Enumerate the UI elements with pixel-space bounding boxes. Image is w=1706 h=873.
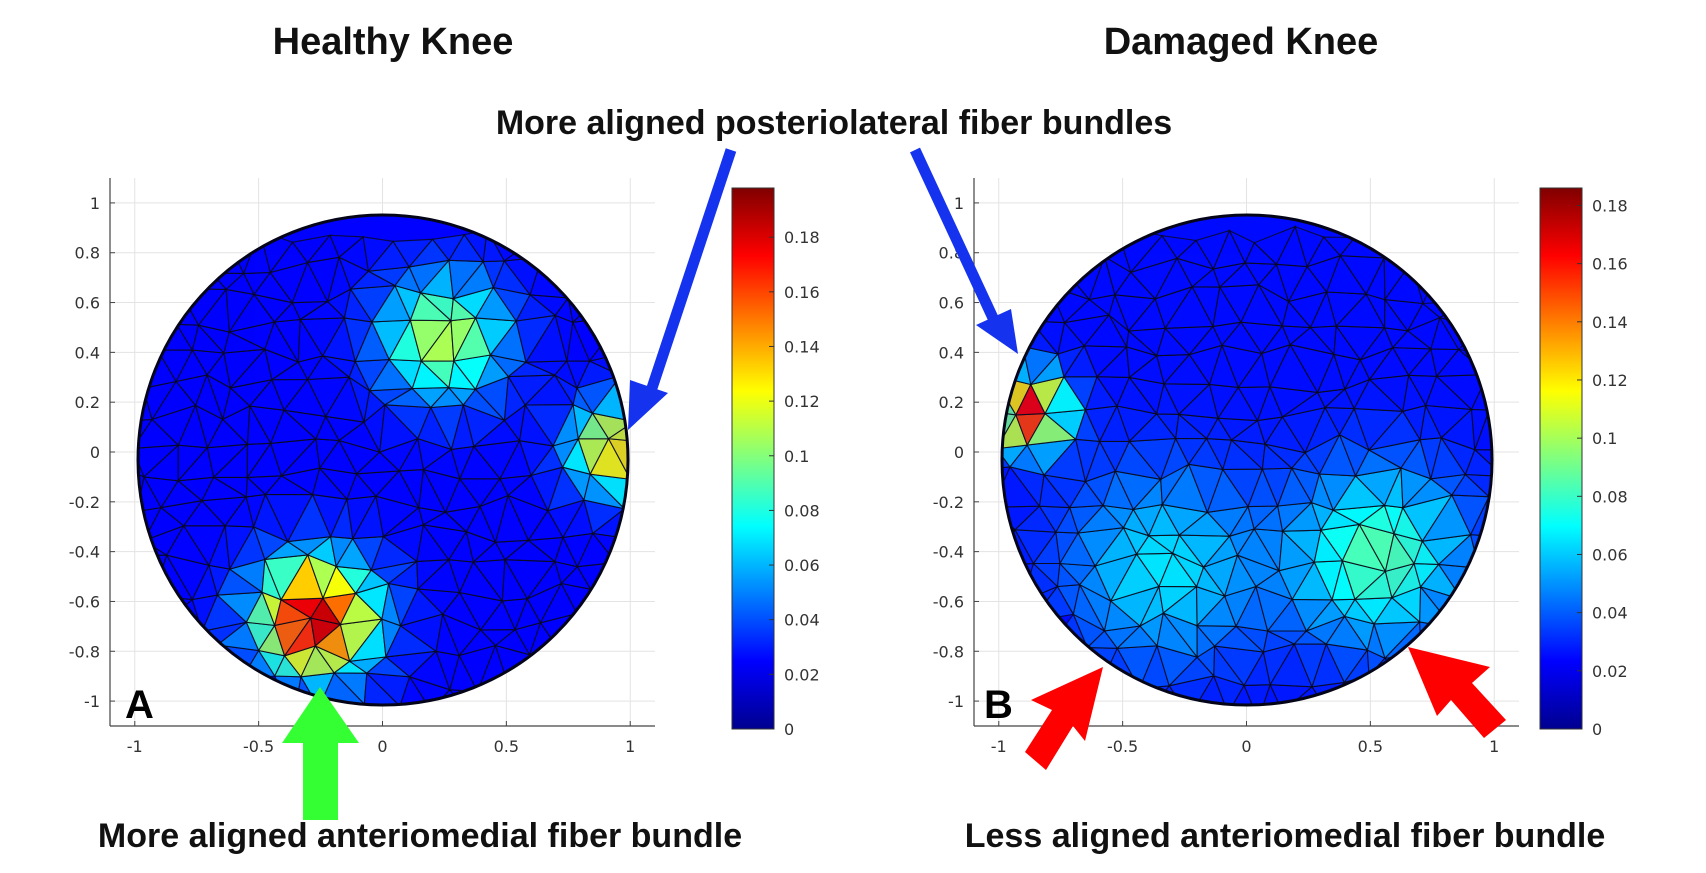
annotation-posteriolateral: More aligned posteriolateral fiber bundl… bbox=[496, 104, 1172, 142]
title-damaged-knee: Damaged Knee bbox=[1104, 21, 1379, 63]
arrow-posteriolateral-healthy bbox=[628, 148, 737, 430]
title-healthy-knee: Healthy Knee bbox=[273, 21, 514, 63]
colorbar-tick-label: 0.1 bbox=[1592, 429, 1617, 448]
sphere-outline bbox=[1000, 213, 1494, 707]
x-tick-label: -1 bbox=[127, 737, 143, 756]
y-tick-label: 0 bbox=[954, 443, 964, 462]
colorbar-tick-label: 0.04 bbox=[784, 611, 820, 630]
mesh-triangle bbox=[1002, 529, 1016, 567]
colorbar-tick-label: 0 bbox=[784, 720, 794, 739]
colorbar-tick-label: 0.14 bbox=[1592, 313, 1628, 332]
panel-damaged-knee: -1 -0.5 0 0.5 110.80.60.40.20-0.2-0.4-0.6-0.… bbox=[933, 178, 1628, 756]
annotation-healthy-anteriomedial: More aligned anteriomedial fiber bundle bbox=[98, 817, 742, 855]
mesh-triangle bbox=[141, 554, 168, 598]
colorbar: 0 0.02 0.04 0.06 0.08 0.1 0.12 0.14 0.16 0.18 bbox=[1539, 187, 1628, 739]
y-tick-label: -0.6 bbox=[69, 592, 100, 611]
y-tick-label: 1 bbox=[90, 194, 100, 213]
sphere-heatmap bbox=[1002, 215, 1492, 705]
annotation-damaged-anteriomedial: Less aligned anteriomedial fiber bundle bbox=[965, 817, 1605, 855]
y-tick-label: -0.2 bbox=[69, 493, 100, 512]
colorbar-tick-label: 0.08 bbox=[784, 501, 820, 520]
y-tick-label: -0.2 bbox=[933, 493, 964, 512]
x-tick-label: -0.5 bbox=[1107, 737, 1138, 756]
y-tick-label: -0.4 bbox=[933, 543, 964, 562]
sphere-outline bbox=[136, 213, 630, 707]
y-tick-label: -0.8 bbox=[69, 642, 100, 661]
arrow-damaged-anteriomedial-right bbox=[1408, 647, 1506, 738]
arrow-damaged-anteriomedial-left bbox=[1025, 667, 1103, 770]
y-tick-label: -0.8 bbox=[933, 642, 964, 661]
colorbar-tick-label: 0.16 bbox=[784, 283, 820, 302]
colorbar-tick-label: 0 bbox=[1592, 720, 1602, 739]
panel-healthy-knee: -1 -0.5 0 0.5 1 1 0.8 0.6 0.4 0.2 0 -0.2 -0.4 -0.6 -0.… bbox=[69, 178, 820, 756]
mesh-triangle bbox=[1473, 449, 1492, 478]
colorbar-tick-label: 0.02 bbox=[1592, 662, 1628, 681]
mesh-triangle bbox=[1488, 495, 1492, 537]
y-tick-label: 0.4 bbox=[75, 343, 100, 362]
y-tick-label: 0.6 bbox=[939, 294, 964, 313]
y-tick-label: 0.2 bbox=[75, 393, 100, 412]
colorbar: 0 0.02 0.04 0.06 0.08 0.1 0.12 0.14 0.16 0.18 bbox=[731, 187, 820, 739]
mesh-triangle bbox=[1383, 228, 1413, 264]
mesh-triangle bbox=[607, 438, 628, 481]
colorbar-tick-label: 0.14 bbox=[784, 337, 820, 356]
colorbar-tick-label: 0.18 bbox=[784, 228, 820, 247]
x-tick-label: 0 bbox=[377, 737, 387, 756]
colorbar-tick-label: 0.12 bbox=[784, 392, 820, 411]
mesh-triangle bbox=[607, 420, 628, 444]
y-tick-label: -0.4 bbox=[69, 543, 100, 562]
y-tick-label: 1 bbox=[954, 194, 964, 213]
mesh-triangle bbox=[138, 510, 145, 542]
colorbar-tick-label: 0.08 bbox=[1592, 487, 1628, 506]
x-tick-label: 1 bbox=[625, 737, 635, 756]
colorbar-tick-label: 0.18 bbox=[1592, 196, 1628, 215]
x-tick-label: 0.5 bbox=[1358, 737, 1383, 756]
colorbar-tick-label: 0.02 bbox=[784, 665, 820, 684]
colorbar-tick-label: 0.1 bbox=[784, 447, 809, 466]
arrow-healthy-anteriomedial bbox=[282, 687, 359, 820]
y-tick-label: -1 bbox=[948, 692, 964, 711]
colorbar-gradient bbox=[1539, 187, 1583, 730]
colorbar-gradient bbox=[731, 187, 775, 730]
mesh-triangle bbox=[1474, 408, 1492, 451]
y-tick-label: -1 bbox=[84, 692, 100, 711]
x-tick-label: 1 bbox=[1489, 737, 1499, 756]
y-tick-label: 0.4 bbox=[939, 343, 964, 362]
x-tick-label: -0.5 bbox=[243, 737, 274, 756]
x-tick-label: -1 bbox=[991, 737, 1007, 756]
y-tick-label: 0.2 bbox=[939, 393, 964, 412]
panel-label: B bbox=[984, 683, 1013, 727]
colorbar-tick-label: 0.16 bbox=[1592, 255, 1628, 274]
colorbar-tick-label: 0.04 bbox=[1592, 604, 1628, 623]
y-tick-label: 0.6 bbox=[75, 294, 100, 313]
x-tick-label: 0 bbox=[1241, 737, 1251, 756]
y-tick-label: 0.8 bbox=[75, 244, 100, 263]
colorbar-tick-label: 0.06 bbox=[1592, 545, 1628, 564]
mesh-triangle bbox=[571, 301, 626, 324]
colorbar-tick-label: 0.06 bbox=[784, 556, 820, 575]
mesh-triangle bbox=[1487, 373, 1492, 412]
x-tick-label: 0.5 bbox=[494, 737, 519, 756]
panel-label: A bbox=[125, 683, 154, 727]
y-tick-label: 0 bbox=[90, 443, 100, 462]
mesh-triangle bbox=[623, 506, 628, 542]
y-tick-label: -0.6 bbox=[933, 592, 964, 611]
sphere-heatmap bbox=[138, 215, 628, 705]
colorbar-tick-label: 0.12 bbox=[1592, 371, 1628, 390]
arrow-posteriolateral-damaged bbox=[910, 147, 1018, 354]
